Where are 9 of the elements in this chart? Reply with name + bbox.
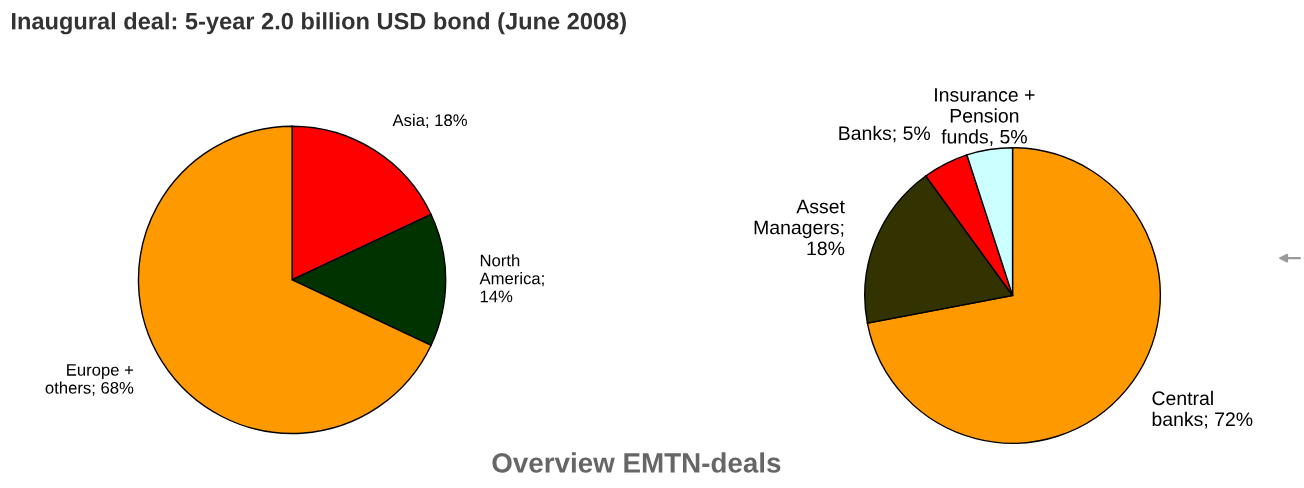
text: Overview EMTN-deals xyxy=(492,452,781,473)
slice-label: Insurance + Pension funds, 5% xyxy=(935,88,1035,146)
chart-title: Inaugural deal: 5-year 2.0 billion USD bond (June 2008) xyxy=(12,12,626,35)
slice-label: Asia; 18% xyxy=(392,113,467,129)
slice-label: Asset Managers; 18% xyxy=(754,199,845,256)
slice-label: North America; 14% xyxy=(479,254,544,303)
slice-label: Banks; 5% xyxy=(839,125,931,143)
slice-label: Central banks; 72% xyxy=(1152,390,1253,429)
slice-label: Europe + others; 68% xyxy=(45,364,134,396)
